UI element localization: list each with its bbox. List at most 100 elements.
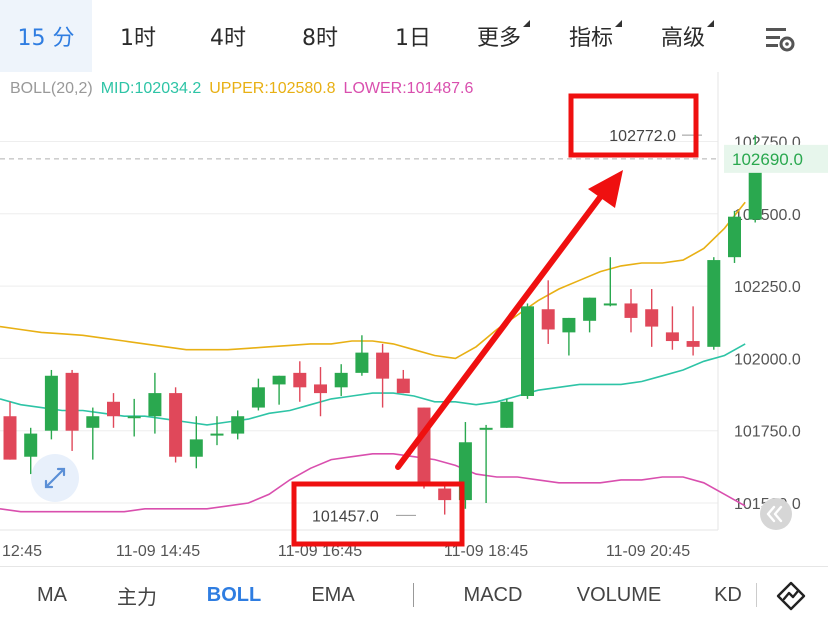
y-tick-label: 102250.0 <box>734 279 801 296</box>
candle-body <box>24 433 38 457</box>
chart-canvas[interactable]: 102750.0102500.0102250.0102000.0101750.0… <box>0 72 828 566</box>
candle-body <box>583 297 597 321</box>
candle-body <box>562 317 576 333</box>
tab-label: 8时 <box>302 26 338 51</box>
candle-body <box>127 416 141 419</box>
candle-body <box>272 375 286 385</box>
candle-body <box>624 303 638 318</box>
tab-label: 1时 <box>120 26 156 51</box>
indicator-tab-bar: MA 主力 BOLL EMA MACD VOLUME KD <box>0 566 828 633</box>
indicator-tab-label: 主力 <box>117 586 157 609</box>
tab-1d[interactable]: 1日 <box>382 0 444 72</box>
candle-body <box>396 378 410 394</box>
candle-body <box>541 309 555 330</box>
candle-body <box>169 393 183 457</box>
current-price-badge <box>724 144 828 173</box>
indicator-tab-label: EMA <box>311 583 355 606</box>
candle-body <box>707 260 721 347</box>
candle-body <box>645 309 659 327</box>
candle-body <box>189 439 203 457</box>
indicator-tab-ma[interactable]: MA <box>22 567 82 623</box>
candlestick-chart[interactable]: 102750.0 102500.0 102250.0 102000.0 101750.0… <box>0 72 828 570</box>
candle-body <box>148 393 162 417</box>
candle-body <box>438 488 452 501</box>
boll-indicator-readout: BOLL(20,2) MID:102034.2 UPPER:102580.8 LOWE… <box>10 80 481 98</box>
boll-mid-value: MID:102034.2 <box>100 80 202 97</box>
annotation-arrowhead <box>588 170 623 208</box>
double-chevron-glyph <box>766 505 783 523</box>
tab-more-dropdown[interactable]: 更多 <box>468 0 530 72</box>
candle-body <box>107 401 120 417</box>
indicator-tab-kd[interactable]: KD <box>704 567 752 623</box>
annotation-arrow-shaft <box>395 189 607 470</box>
chart-settings-icon[interactable] <box>760 20 800 56</box>
indicator-tab-ema[interactable]: EMA <box>300 567 366 623</box>
tab-8h[interactable]: 8时 <box>286 0 354 72</box>
y-tick-label: 101750.0 <box>734 424 801 441</box>
candle-body <box>665 332 679 342</box>
dropdown-triangle-icon <box>523 20 530 27</box>
tab-label: 15 分 <box>17 26 75 51</box>
candle-body <box>251 387 265 408</box>
tab-divider <box>756 583 757 607</box>
tab-advanced-dropdown[interactable]: 高级 <box>652 0 714 72</box>
candle-body <box>86 416 100 428</box>
tab-label: 1日 <box>395 26 431 51</box>
dropdown-triangle-icon <box>615 20 622 27</box>
candle-body <box>748 158 762 220</box>
tab-label: 指标 <box>568 26 613 51</box>
candle-body <box>603 303 617 306</box>
indicator-tab-boll[interactable]: BOLL <box>196 567 272 623</box>
candle-body <box>44 375 58 431</box>
tab-label: 更多 <box>476 26 521 51</box>
candle-body <box>728 216 741 258</box>
low-annotation-box <box>291 481 465 547</box>
high-price-label: 102772.0 <box>609 128 676 145</box>
candle-body <box>521 306 534 396</box>
candle-body <box>479 427 493 430</box>
indicator-tab-macd[interactable]: MACD <box>452 567 534 623</box>
tab-1h[interactable]: 1时 <box>104 0 172 72</box>
candle-body <box>417 407 431 486</box>
tab-divider <box>413 583 414 607</box>
tab-indicators-dropdown[interactable]: 指标 <box>560 0 622 72</box>
candle-body <box>293 372 307 388</box>
candle-body <box>231 416 245 434</box>
tab-15m[interactable]: 15 分 <box>0 0 92 72</box>
tab-label: 4时 <box>210 26 246 51</box>
candle-body <box>65 372 79 431</box>
expand-icon-glyph <box>44 467 66 489</box>
boll-lower-band-line <box>0 452 746 513</box>
x-tick-label: 12:45 <box>2 543 42 560</box>
trend-line-icon[interactable] <box>776 581 806 611</box>
indicator-tab-label: BOLL <box>206 583 262 606</box>
boll-upper-value: UPPER:102580.8 <box>209 80 336 97</box>
boll-upper-band-line <box>0 201 746 360</box>
boll-lower-value: LOWER:101487.6 <box>343 80 474 97</box>
y-tick-label: 102000.0 <box>734 351 801 368</box>
indicator-tab-label: VOLUME <box>576 583 662 606</box>
x-tick-label: 11-09 20:45 <box>606 543 690 560</box>
tab-label: 高级 <box>660 26 705 51</box>
dropdown-triangle-icon <box>707 20 714 27</box>
candle-body <box>210 433 224 436</box>
indicator-tab-volume[interactable]: VOLUME <box>566 567 672 623</box>
x-tick-label: 11-09 14:45 <box>116 543 200 560</box>
low-price-label: 101457.0 <box>312 508 379 525</box>
candle-body <box>355 352 369 373</box>
indicator-tab-main[interactable]: 主力 <box>106 567 168 623</box>
boll-mid-band-line <box>0 343 746 426</box>
tab-4h[interactable]: 4时 <box>194 0 262 72</box>
x-tick-label: 11-09 16:45 <box>278 543 362 560</box>
indicator-tab-label: MACD <box>463 583 523 606</box>
candle-body <box>376 352 390 379</box>
candle-body <box>500 401 514 428</box>
y-tick-label: 102500.0 <box>734 207 801 224</box>
timeframe-tab-bar: 15 分 1时 4时 8时 1日 更多 指标 高级 <box>0 0 828 72</box>
indicator-tab-label: KD <box>714 583 742 606</box>
current-price-label: 102690.0 <box>732 150 803 169</box>
candle-body <box>686 341 700 347</box>
indicator-tab-label: MA <box>37 583 67 606</box>
candle-body <box>3 416 17 460</box>
high-annotation-box <box>568 93 699 158</box>
